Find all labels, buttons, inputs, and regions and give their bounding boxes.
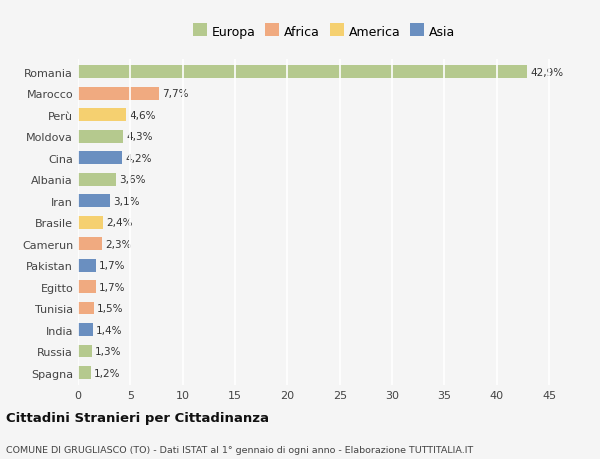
Bar (78, 130, 123, 143)
Text: 4,3%: 4,3% (126, 132, 152, 142)
Text: 2,3%: 2,3% (105, 239, 132, 249)
Bar (78, 152, 122, 165)
Bar (78, 280, 96, 293)
Text: Cittadini Stranieri per Cittadinanza: Cittadini Stranieri per Cittadinanza (6, 412, 269, 425)
Bar (78, 88, 158, 101)
Bar (78, 174, 116, 186)
Text: 1,5%: 1,5% (97, 303, 124, 313)
Text: 1,3%: 1,3% (95, 346, 121, 356)
Text: 4,2%: 4,2% (125, 153, 152, 163)
Bar (78, 302, 94, 315)
Bar (78, 259, 96, 272)
Text: 1,2%: 1,2% (94, 368, 120, 378)
Text: 2,4%: 2,4% (106, 218, 133, 228)
Bar (78, 66, 527, 79)
Text: 1,7%: 1,7% (99, 261, 125, 270)
Text: 42,9%: 42,9% (530, 67, 563, 78)
Bar (78, 345, 92, 358)
Bar (78, 109, 126, 122)
Text: COMUNE DI GRUGLIASCO (TO) - Dati ISTAT al 1° gennaio di ogni anno - Elaborazione: COMUNE DI GRUGLIASCO (TO) - Dati ISTAT a… (6, 445, 473, 454)
Bar (78, 238, 102, 251)
Text: 4,6%: 4,6% (129, 111, 156, 120)
Text: 7,7%: 7,7% (162, 89, 188, 99)
Text: 1,7%: 1,7% (99, 282, 125, 292)
Bar (78, 366, 91, 379)
Bar (78, 324, 92, 336)
Bar (78, 195, 110, 207)
Text: 1,4%: 1,4% (96, 325, 122, 335)
Bar (78, 216, 103, 229)
Text: 3,1%: 3,1% (113, 196, 140, 206)
Legend: Europa, Africa, America, Asia: Europa, Africa, America, Asia (190, 23, 458, 41)
Text: 3,6%: 3,6% (119, 175, 145, 185)
